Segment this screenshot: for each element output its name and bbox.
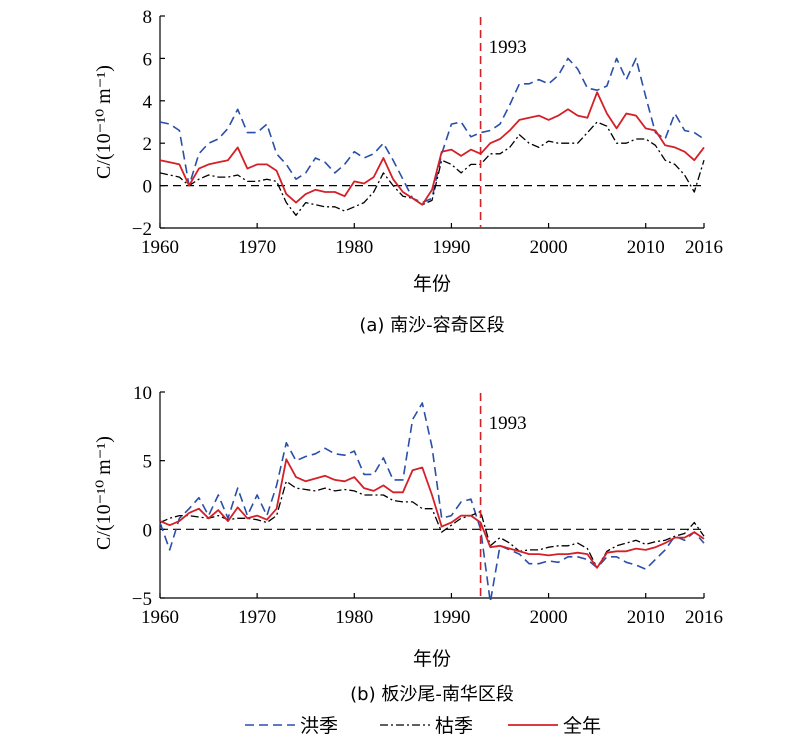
y-tick-label: 4 (143, 92, 153, 113)
x-tick-label: 1960 (141, 607, 179, 628)
x-tick-label: 1970 (238, 237, 276, 258)
legend-item-flood: 洪季 (245, 715, 338, 737)
y-tick-label: 2 (143, 134, 153, 155)
panel-a-caption: (a) 南沙-容奇区段 (359, 315, 504, 336)
legend: 洪季 枯季 全年 (245, 715, 601, 737)
x-tick-label: 2016 (685, 237, 723, 258)
series-line-a-2 (159, 91, 705, 206)
legend-label-flood: 洪季 (300, 715, 338, 737)
x-tick-label: 1970 (238, 607, 276, 628)
x-tick-label: 2016 (685, 607, 723, 628)
x-tick-label: 2010 (627, 237, 665, 258)
panel-a-ylabel: C/(10⁻¹⁰ m⁻¹) (93, 65, 115, 179)
legend-label-dry: 枯季 (435, 715, 473, 737)
y-tick-label: 0 (143, 520, 153, 541)
legend-item-dry: 枯季 (380, 715, 473, 737)
x-tick-label: 1990 (432, 237, 470, 258)
series-line-b-2 (159, 458, 705, 569)
x-tick-label: 1980 (335, 607, 373, 628)
y-tick-label: 10 (133, 383, 152, 404)
x-tick-label: 2000 (530, 237, 568, 258)
x-tick-label: 2010 (627, 607, 665, 628)
series-line-b-1 (159, 480, 705, 569)
series-line-a-1 (159, 121, 705, 216)
panel-b-xlabel: 年份 (413, 648, 451, 670)
y-tick-label: 0 (143, 177, 153, 198)
legend-label-annual: 全年 (563, 715, 601, 737)
series-line-b-0 (159, 402, 705, 603)
panel-a-xlabel: 年份 (413, 273, 451, 295)
reference-label-1993: 1993 (489, 413, 527, 434)
x-tick-label: 1980 (335, 237, 373, 258)
reference-label-1993: 1993 (489, 37, 527, 58)
panel-b-caption: (b) 板沙尾-南华区段 (350, 684, 514, 705)
series-line-a-0 (159, 57, 705, 204)
x-tick-label: 1960 (141, 237, 179, 258)
legend-item-annual: 全年 (508, 715, 601, 737)
y-tick-label: −5 (132, 589, 152, 610)
x-tick-label: 2000 (530, 607, 568, 628)
y-tick-label: 5 (143, 452, 153, 473)
panel-a: C/(10⁻¹⁰ m⁻¹) 年份 (a) 南沙-容奇区段 −2 0 2 4 6 8 1960… (93, 7, 723, 336)
panel-b: C/(10⁻¹⁰ m⁻¹) 年份 (b) 板沙尾-南华区段 −5 0 5 10 1960… (93, 383, 723, 705)
y-tick-label: 6 (143, 49, 153, 70)
panel-b-ylabel: C/(10⁻¹⁰ m⁻¹) (93, 436, 115, 550)
y-tick-label: 8 (143, 7, 153, 28)
x-tick-label: 1990 (432, 607, 470, 628)
y-tick-label: −2 (132, 219, 152, 240)
